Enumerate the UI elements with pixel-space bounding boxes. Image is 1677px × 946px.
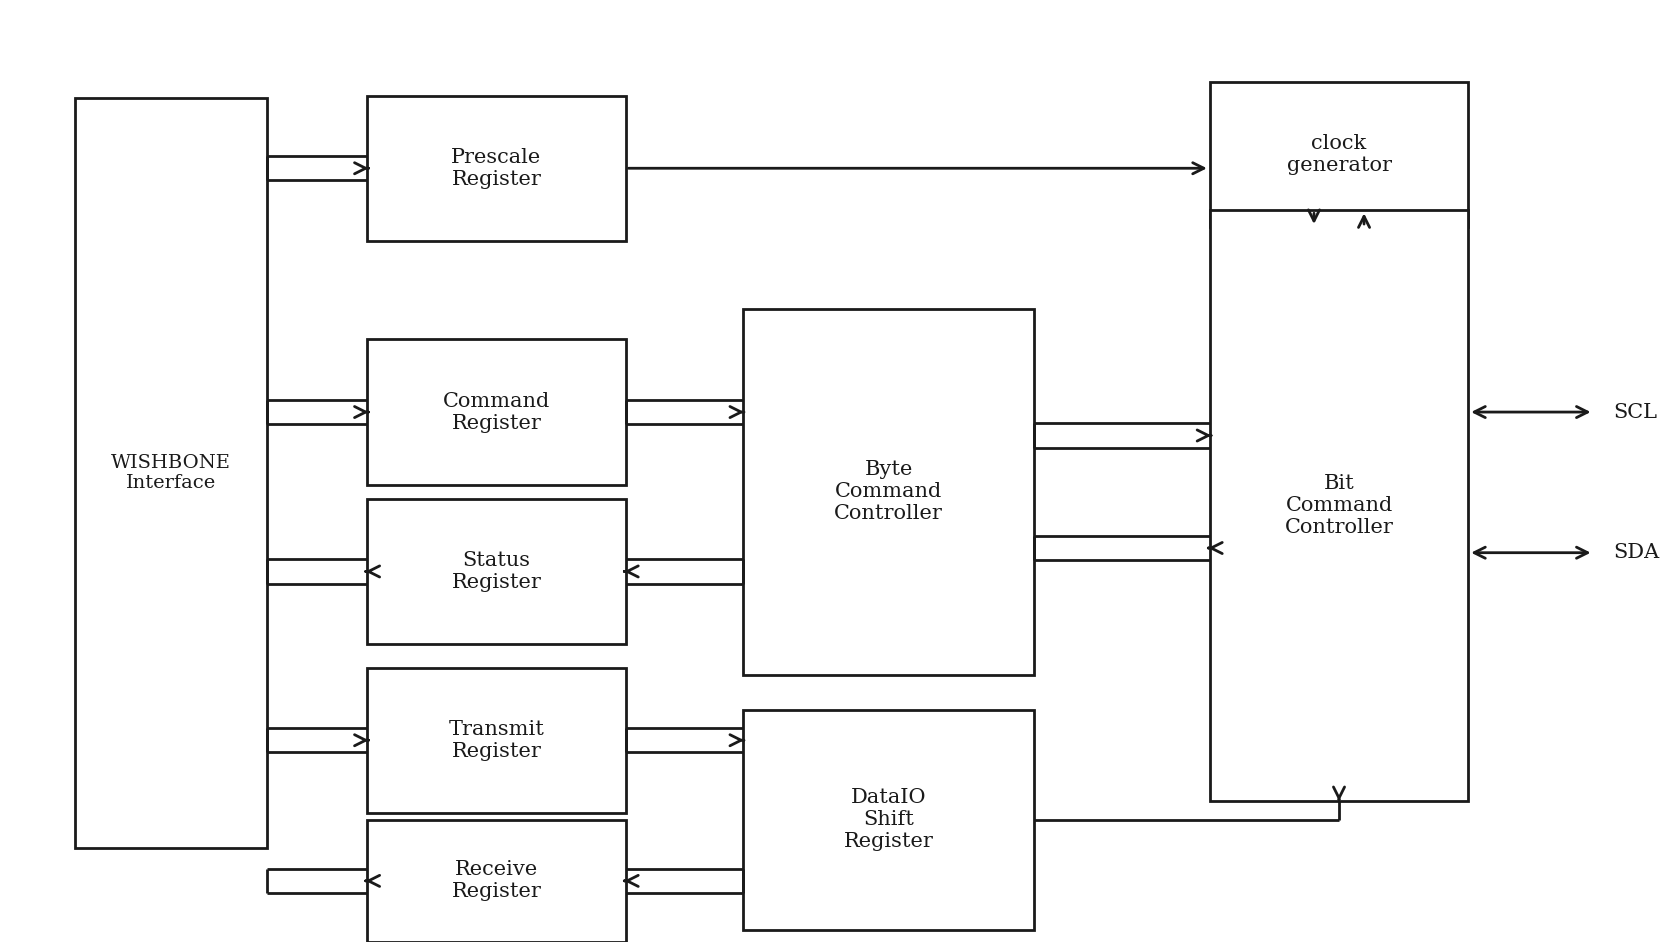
Text: clock
generator: clock generator — [1286, 133, 1392, 175]
Text: Transmit
Register: Transmit Register — [448, 720, 545, 761]
Text: SCL: SCL — [1613, 403, 1657, 422]
FancyBboxPatch shape — [1209, 210, 1469, 801]
FancyBboxPatch shape — [367, 668, 626, 813]
Text: SDA: SDA — [1613, 543, 1660, 562]
Text: Prescale
Register: Prescale Register — [451, 148, 542, 189]
Text: Status
Register: Status Register — [451, 551, 542, 592]
FancyBboxPatch shape — [367, 96, 626, 241]
Text: Byte
Command
Controller: Byte Command Controller — [833, 461, 942, 523]
Text: Bit
Command
Controller: Bit Command Controller — [1285, 474, 1394, 537]
FancyBboxPatch shape — [743, 710, 1035, 930]
Text: Command
Register: Command Register — [443, 392, 550, 432]
FancyBboxPatch shape — [367, 340, 626, 484]
Text: DataIO
Shift
Register: DataIO Shift Register — [844, 788, 934, 851]
FancyBboxPatch shape — [743, 309, 1035, 674]
Text: Receive
Register: Receive Register — [451, 860, 542, 902]
FancyBboxPatch shape — [367, 499, 626, 644]
FancyBboxPatch shape — [1209, 81, 1469, 227]
FancyBboxPatch shape — [367, 820, 626, 942]
Text: WISHBONE
Interface: WISHBONE Interface — [111, 453, 231, 493]
FancyBboxPatch shape — [75, 98, 267, 848]
